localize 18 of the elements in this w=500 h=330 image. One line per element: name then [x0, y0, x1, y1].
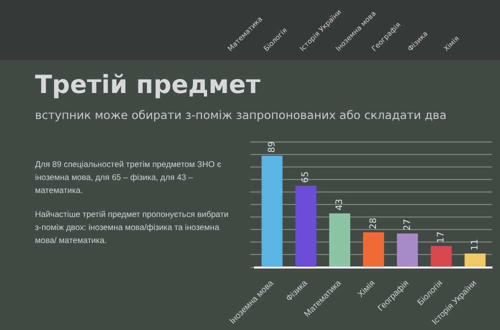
chart-title: Третій предмет: [35, 70, 260, 99]
data-label: 65: [301, 171, 312, 183]
bar: [396, 233, 418, 267]
bar: [464, 253, 486, 267]
bar: [430, 246, 452, 267]
data-label: 43: [335, 198, 346, 210]
data-label: 17: [436, 232, 447, 243]
data-label: 11: [470, 239, 480, 250]
chart-subtitle: вступник може обирати з-поміж запропонованих або складати два: [35, 108, 447, 122]
data-label: 27: [402, 218, 413, 230]
bar: [363, 232, 384, 267]
bar: [329, 213, 350, 267]
text: Найчастіше третій предмет пропонується вибрати з-поміж двох: іноземна мова/фізика та іноземна мова/ математика.: [35, 208, 230, 247]
data-label: 28: [368, 217, 379, 230]
text: Для 89 спеціальностей третім предметом ЗНО є іноземна мова, для 65 – фізика, для 43 – математика.: [35, 158, 222, 197]
bar: [295, 186, 316, 267]
bar: [262, 156, 283, 267]
data-label: 89: [267, 141, 278, 153]
